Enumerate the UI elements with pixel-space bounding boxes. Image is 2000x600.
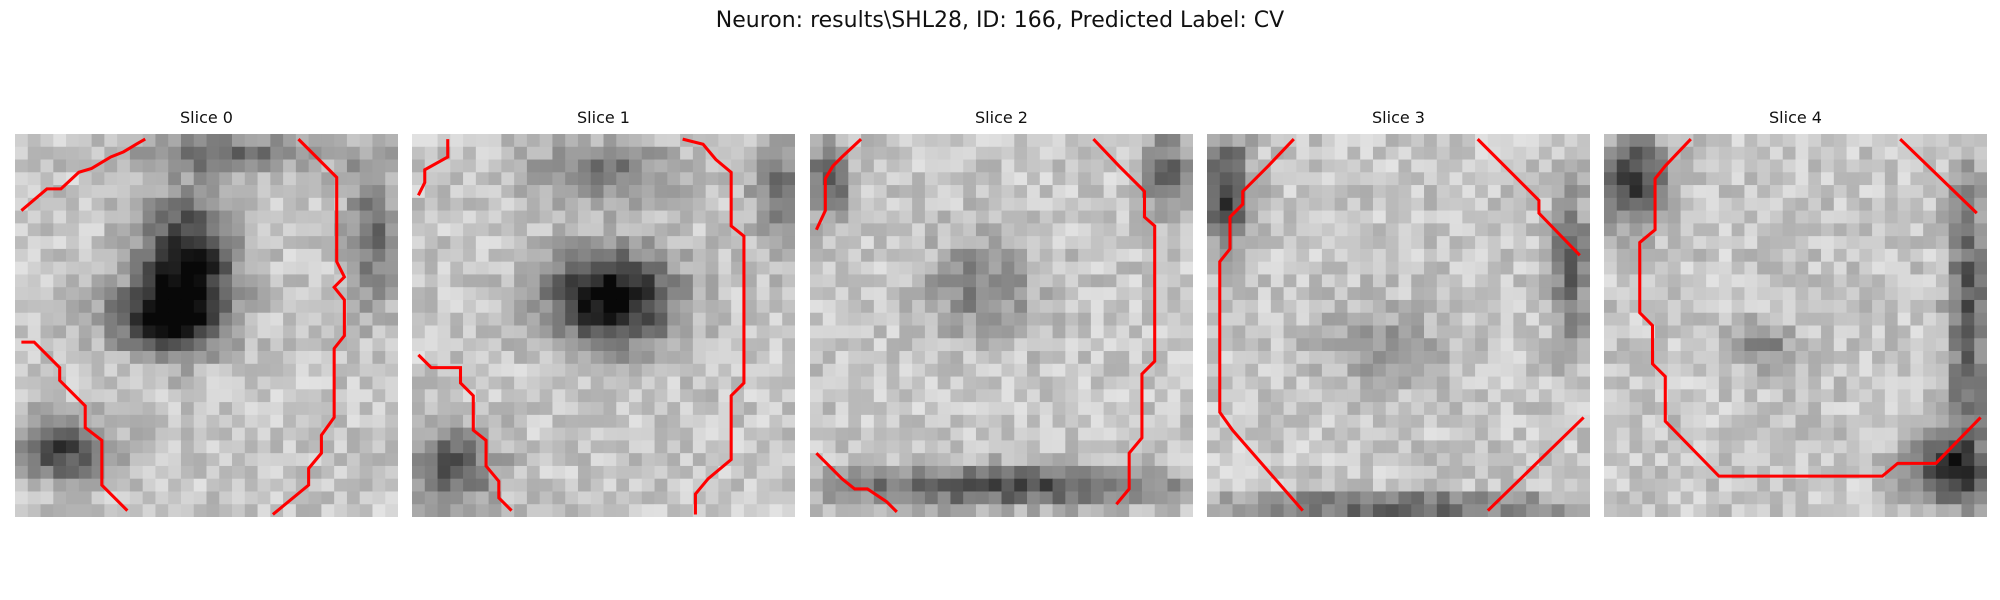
- slice-image-4: [1604, 134, 1987, 517]
- slice-title: Slice 1: [577, 108, 630, 127]
- slice-title: Slice 3: [1372, 108, 1425, 127]
- slice-image-3: [1207, 134, 1590, 517]
- slice-title: Slice 0: [180, 108, 233, 127]
- figure-title: Neuron: results\SHL28, ID: 166, Predicte…: [715, 8, 1285, 33]
- slice-title: Slice 4: [1769, 108, 1822, 127]
- slice-image-2: [810, 134, 1193, 517]
- slice-title: Slice 2: [975, 108, 1028, 127]
- slice-image-1: [412, 134, 795, 517]
- slice-image-0: [15, 134, 398, 517]
